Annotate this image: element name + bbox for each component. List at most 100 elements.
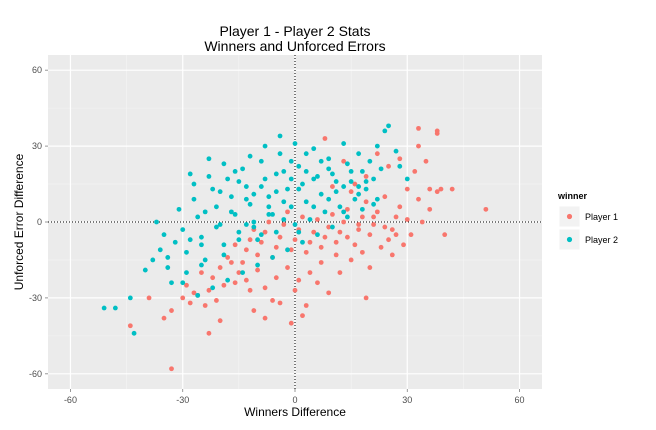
data-point-player-1 — [367, 265, 373, 270]
data-point-player-1 — [326, 224, 332, 230]
data-point-player-2 — [199, 242, 204, 248]
legend-label: Player 1 — [585, 212, 618, 222]
data-point-player-2 — [210, 285, 216, 291]
data-point-player-1 — [322, 234, 328, 240]
data-point-player-2 — [356, 184, 362, 189]
data-point-player-1 — [427, 186, 433, 192]
data-point-player-2 — [228, 194, 234, 200]
data-point-player-2 — [127, 295, 133, 301]
data-point-player-2 — [359, 168, 365, 174]
data-point-player-1 — [408, 232, 414, 238]
data-point-player-2 — [199, 262, 204, 268]
data-point-player-1 — [374, 209, 380, 215]
data-point-player-2 — [326, 196, 332, 202]
data-point-player-2 — [247, 153, 253, 159]
data-point-player-1 — [243, 247, 249, 253]
data-point-player-2 — [288, 158, 294, 164]
data-point-player-2 — [258, 184, 264, 189]
data-point-player-2 — [206, 156, 212, 162]
data-point-player-2 — [172, 239, 178, 245]
data-point-player-2 — [221, 161, 227, 167]
data-point-player-1 — [412, 168, 418, 174]
data-point-player-2 — [326, 156, 332, 162]
data-point-player-2 — [344, 214, 350, 220]
data-point-player-2 — [363, 186, 369, 192]
data-point-player-2 — [236, 237, 242, 243]
data-point-player-2 — [150, 257, 156, 263]
y-tick-label: 30 — [32, 141, 42, 151]
data-point-player-1 — [404, 217, 410, 222]
data-point-player-2 — [296, 163, 302, 169]
data-point-player-2 — [315, 232, 320, 238]
legend: winner Player 1 Player 2 — [557, 191, 618, 251]
data-point-player-1 — [371, 214, 376, 220]
data-point-player-2 — [187, 171, 193, 177]
y-tick-label: -60 — [29, 369, 42, 379]
data-point-player-2 — [277, 151, 283, 157]
data-point-player-2 — [303, 168, 309, 174]
data-point-player-1 — [318, 244, 324, 250]
data-point-player-1 — [262, 315, 268, 321]
x-tick-label: 30 — [402, 395, 412, 405]
data-point-player-2 — [273, 171, 279, 177]
data-point-player-1 — [326, 290, 332, 296]
data-point-player-2 — [266, 212, 272, 217]
data-point-player-1 — [206, 330, 212, 336]
y-tick-label: -30 — [29, 293, 42, 303]
data-point-player-2 — [270, 212, 275, 217]
data-point-player-1 — [315, 217, 320, 222]
data-point-player-1 — [330, 184, 335, 189]
data-point-player-2 — [228, 209, 234, 215]
data-point-player-2 — [243, 196, 249, 202]
data-point-player-1 — [318, 260, 324, 265]
y-tick-label: 0 — [37, 217, 42, 227]
data-point-player-1 — [236, 270, 242, 276]
data-point-player-2 — [311, 146, 317, 152]
data-point-player-1 — [169, 366, 174, 372]
data-point-player-1 — [232, 242, 238, 248]
data-point-player-1 — [371, 222, 376, 227]
data-point-player-1 — [363, 199, 369, 205]
data-point-player-2 — [217, 222, 223, 227]
data-point-player-1 — [333, 239, 339, 245]
data-point-player-1 — [416, 125, 421, 131]
data-point-player-2 — [142, 267, 148, 273]
data-point-player-1 — [404, 186, 410, 192]
data-point-player-2 — [330, 171, 335, 177]
data-point-player-2 — [285, 186, 290, 192]
data-point-player-2 — [221, 252, 227, 258]
data-point-player-2 — [281, 199, 287, 205]
data-point-player-1 — [348, 189, 354, 195]
data-point-player-2 — [232, 212, 238, 217]
data-point-player-1 — [322, 136, 328, 141]
data-point-player-1 — [214, 298, 219, 303]
data-point-player-1 — [240, 260, 246, 265]
x-axis-title: Winners Difference — [244, 405, 346, 419]
data-point-player-2 — [169, 280, 174, 286]
data-point-player-2 — [180, 280, 186, 286]
data-point-player-1 — [363, 174, 369, 179]
data-point-player-2 — [300, 239, 305, 245]
data-point-player-2 — [303, 151, 309, 157]
data-point-player-2 — [187, 237, 193, 243]
data-point-player-2 — [251, 191, 257, 197]
data-point-player-2 — [165, 265, 171, 270]
data-point-player-1 — [311, 229, 317, 235]
data-point-player-1 — [389, 252, 395, 258]
data-point-player-2 — [374, 196, 380, 202]
data-point-player-1 — [288, 320, 294, 326]
data-point-player-1 — [359, 214, 365, 220]
data-point-player-1 — [217, 318, 223, 324]
data-point-player-2 — [243, 222, 249, 227]
data-point-player-2 — [165, 255, 171, 260]
y-axis-ticks: -60 -30 0 30 60 — [29, 65, 48, 379]
data-point-player-2 — [371, 176, 376, 182]
data-point-player-1 — [243, 277, 249, 283]
data-point-player-1 — [288, 247, 294, 253]
data-point-player-1 — [434, 131, 440, 136]
data-point-player-1 — [434, 189, 440, 195]
data-point-player-1 — [337, 229, 343, 235]
data-point-player-2 — [356, 151, 362, 157]
data-point-player-1 — [251, 308, 257, 313]
data-point-player-2 — [184, 249, 189, 255]
